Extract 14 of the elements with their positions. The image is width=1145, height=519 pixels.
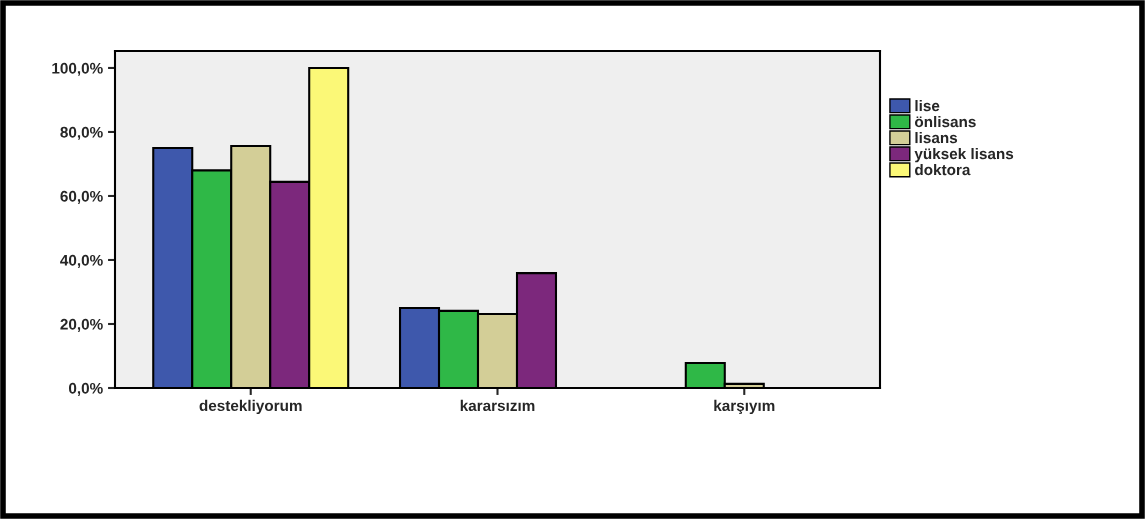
legend-label: lisans bbox=[915, 132, 958, 144]
legend-label: yüksek lisans bbox=[914, 148, 1014, 163]
legend-label: doktora bbox=[915, 164, 971, 176]
legend-label: önlisans bbox=[914, 115, 976, 128]
y-tick-label: 100,0% bbox=[52, 62, 103, 76]
x-tick-label: destekliyorum bbox=[199, 399, 302, 415]
y-tick-label: 80,0% bbox=[60, 126, 103, 140]
y-tick-label: 20,0% bbox=[60, 318, 103, 332]
x-tick-label: kararsızım bbox=[460, 399, 535, 412]
legend-label: lise bbox=[915, 99, 940, 112]
x-tick-label: karşıyım bbox=[714, 399, 775, 415]
y-tick-label: 60,0% bbox=[60, 190, 103, 204]
y-tick-label: 40,0% bbox=[60, 254, 103, 268]
y-tick-label: 0,0% bbox=[68, 382, 103, 396]
